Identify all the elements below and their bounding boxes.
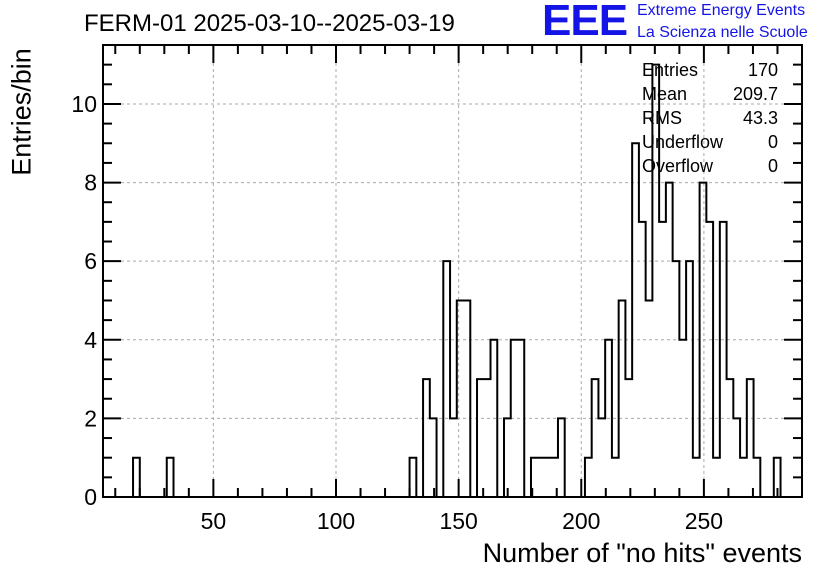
y-tick-labels: 0 2 4 6 8 10 xyxy=(71,91,97,510)
stat-underflow: Underflow 0 xyxy=(642,132,778,152)
stat-overflow: Overflow 0 xyxy=(642,156,778,176)
y-tick-label: 2 xyxy=(84,405,97,431)
eee-logo: EEE xyxy=(542,0,628,45)
x-tick-label: 150 xyxy=(439,508,477,534)
plot-frame xyxy=(102,44,803,498)
logo-line-2: La Scienza nelle Scuole xyxy=(637,24,808,41)
y-tick-label: 8 xyxy=(84,170,97,196)
axis-ticks xyxy=(103,45,802,498)
stat-entries: Entries 170 xyxy=(642,60,778,80)
y-tick-label: 10 xyxy=(71,91,97,117)
stat-mean: Mean 209.7 xyxy=(642,84,778,104)
x-tick-label: 250 xyxy=(685,508,723,534)
stats-box: Entries 170 Mean 209.7 RMS 43.3 Underflow 0 … xyxy=(642,60,778,180)
stat-rms: RMS 43.3 xyxy=(642,108,778,128)
x-axis-label: Number of "no hits" events xyxy=(482,538,802,568)
y-tick-label: 4 xyxy=(84,327,97,353)
x-tick-labels: 50 100 150 200 250 xyxy=(201,508,724,534)
y-axis-label: Entries/bin xyxy=(6,48,37,176)
chart-title: FERM-01 2025-03-10--2025-03-19 xyxy=(84,10,455,37)
x-tick-label: 100 xyxy=(317,508,355,534)
x-tick-label: 200 xyxy=(562,508,600,534)
y-tick-label: 6 xyxy=(84,248,97,274)
logo-line-1: Extreme Energy Events xyxy=(637,2,806,19)
y-tick-label: 0 xyxy=(84,484,97,510)
x-tick-label: 50 xyxy=(201,508,227,534)
